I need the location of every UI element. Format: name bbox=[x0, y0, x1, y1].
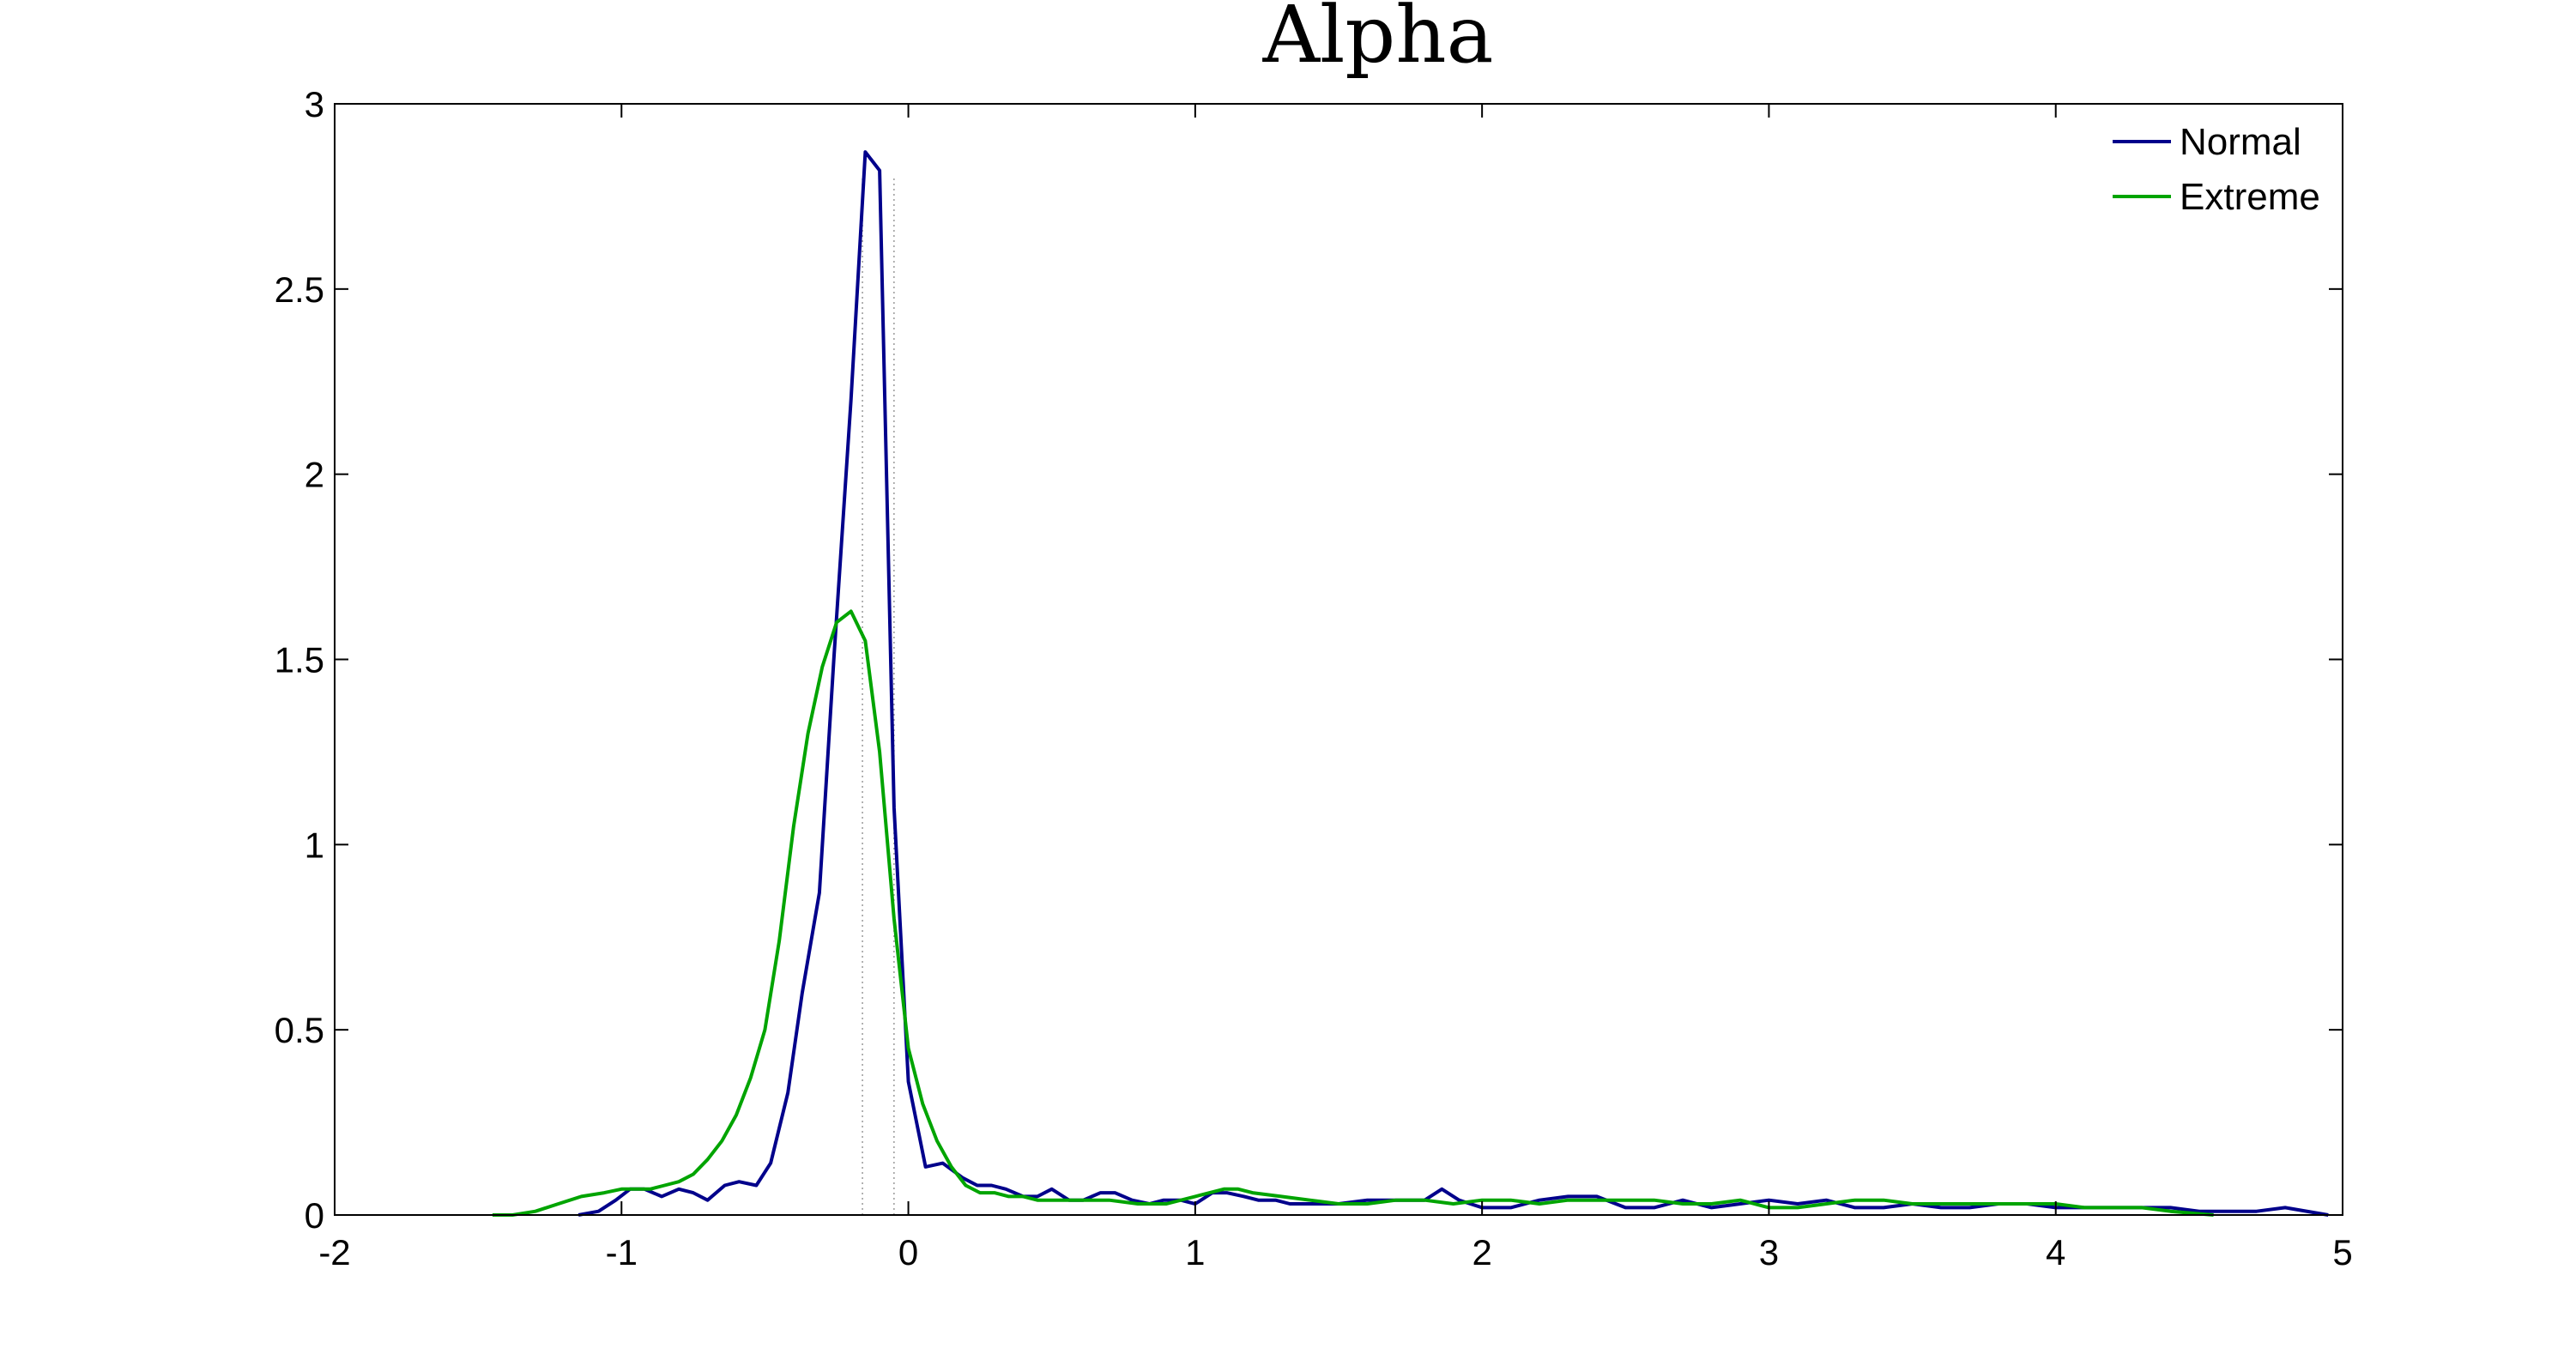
y-tick-label: 0 bbox=[305, 1195, 324, 1236]
x-tick-label: -2 bbox=[318, 1232, 350, 1272]
chart-title: Alpha bbox=[1262, 0, 1494, 81]
y-tick-label: 2.5 bbox=[275, 269, 324, 310]
axis-tick-labels: -2 -1 0 1 2 3 4 5 0 0.5 1 1.5 2 2.5 3 bbox=[275, 84, 2353, 1272]
legend-box bbox=[2094, 112, 2336, 232]
legend-label-extreme: Extreme bbox=[2180, 176, 2320, 218]
x-tick-label: 4 bbox=[2046, 1232, 2065, 1272]
y-tick-label: 3 bbox=[305, 84, 324, 124]
x-tick-label: 3 bbox=[1759, 1232, 1779, 1272]
axis-ticks bbox=[334, 103, 2343, 1216]
x-tick-label: 2 bbox=[1472, 1232, 1491, 1272]
x-tick-label: -1 bbox=[606, 1232, 638, 1272]
series-layer bbox=[492, 150, 2329, 1217]
x-tick-label: 5 bbox=[2332, 1232, 2352, 1272]
y-tick-label: 2 bbox=[305, 455, 324, 495]
series-line-extreme bbox=[492, 609, 2214, 1217]
y-tick-label: 0.5 bbox=[275, 1010, 324, 1050]
x-tick-label: 1 bbox=[1185, 1232, 1205, 1272]
x-tick-label: 0 bbox=[898, 1232, 918, 1272]
legend-label-normal: Normal bbox=[2180, 121, 2301, 163]
legend: Normal Extreme bbox=[2094, 112, 2336, 232]
y-tick-label: 1 bbox=[305, 825, 324, 865]
y-tick-label: 1.5 bbox=[275, 640, 324, 680]
